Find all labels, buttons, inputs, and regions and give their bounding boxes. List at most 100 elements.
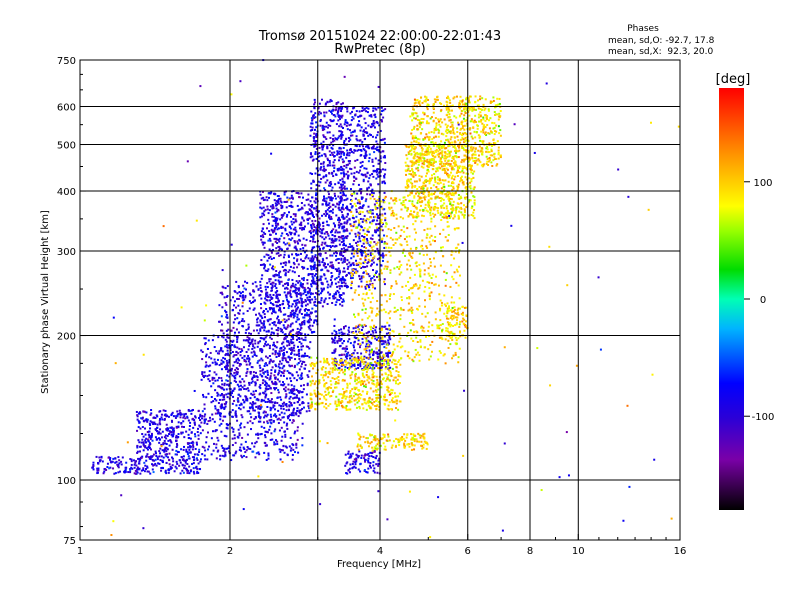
data-point bbox=[194, 415, 197, 418]
data-point bbox=[245, 328, 248, 331]
data-point bbox=[221, 446, 224, 449]
data-point bbox=[377, 490, 380, 493]
data-point bbox=[290, 342, 293, 345]
data-point bbox=[357, 454, 360, 457]
data-point bbox=[265, 394, 268, 397]
data-point bbox=[355, 259, 358, 262]
data-point bbox=[242, 346, 245, 349]
data-point bbox=[358, 139, 361, 142]
data-point bbox=[653, 458, 656, 461]
data-point bbox=[380, 205, 383, 208]
data-point bbox=[241, 290, 244, 293]
data-point bbox=[376, 229, 379, 232]
data-point bbox=[340, 365, 343, 368]
data-point bbox=[323, 197, 326, 200]
data-point bbox=[383, 191, 386, 194]
data-point bbox=[336, 298, 339, 301]
data-point bbox=[370, 379, 373, 382]
data-point bbox=[303, 314, 306, 317]
data-point bbox=[328, 202, 331, 205]
data-point bbox=[331, 275, 334, 278]
data-point bbox=[311, 324, 314, 327]
data-point bbox=[322, 140, 325, 143]
data-point bbox=[345, 405, 348, 408]
data-point bbox=[320, 373, 323, 376]
data-point bbox=[340, 134, 343, 137]
data-point bbox=[300, 327, 303, 330]
data-point bbox=[342, 298, 345, 301]
data-point bbox=[321, 229, 324, 232]
data-point bbox=[290, 390, 293, 393]
data-point bbox=[347, 469, 350, 472]
data-point bbox=[306, 213, 309, 216]
data-point bbox=[276, 401, 279, 404]
data-point bbox=[342, 255, 345, 258]
data-point bbox=[337, 108, 340, 111]
data-point bbox=[386, 352, 389, 355]
data-point bbox=[349, 453, 352, 456]
data-point bbox=[191, 440, 194, 443]
data-point bbox=[318, 110, 321, 113]
data-point bbox=[362, 235, 365, 238]
data-point bbox=[326, 359, 329, 362]
data-point bbox=[378, 383, 381, 386]
data-point bbox=[340, 363, 343, 366]
data-point bbox=[320, 269, 323, 272]
data-point bbox=[375, 171, 378, 174]
data-point bbox=[276, 341, 279, 344]
data-point bbox=[339, 197, 342, 200]
data-point bbox=[109, 457, 112, 460]
data-point bbox=[255, 452, 258, 455]
data-point bbox=[240, 320, 243, 323]
data-point bbox=[218, 352, 221, 355]
data-point bbox=[234, 368, 237, 371]
data-point bbox=[270, 380, 273, 383]
data-point bbox=[274, 428, 277, 431]
data-point bbox=[165, 450, 168, 453]
data-point bbox=[351, 463, 354, 466]
data-point bbox=[285, 286, 288, 289]
data-point bbox=[279, 218, 282, 221]
data-point bbox=[237, 285, 240, 288]
data-point bbox=[108, 467, 111, 470]
data-point bbox=[249, 402, 252, 405]
data-point bbox=[340, 103, 343, 106]
data-point bbox=[351, 245, 354, 248]
data-point bbox=[292, 392, 295, 395]
data-point bbox=[392, 379, 395, 382]
data-point bbox=[196, 459, 199, 462]
data-point bbox=[315, 380, 318, 383]
data-point bbox=[318, 173, 321, 176]
data-point bbox=[259, 420, 262, 423]
data-point bbox=[313, 274, 316, 277]
data-point bbox=[318, 152, 321, 155]
data-point bbox=[274, 285, 277, 288]
data-point bbox=[329, 261, 332, 264]
data-point bbox=[298, 368, 301, 371]
data-point bbox=[307, 273, 310, 276]
data-point bbox=[617, 168, 620, 171]
data-point bbox=[380, 113, 383, 116]
data-point bbox=[257, 405, 260, 408]
data-point bbox=[288, 331, 291, 334]
data-point bbox=[341, 276, 344, 279]
data-point bbox=[328, 150, 331, 153]
data-point bbox=[270, 401, 273, 404]
data-point bbox=[354, 388, 357, 391]
data-point bbox=[351, 371, 354, 374]
data-point bbox=[296, 407, 299, 410]
data-point bbox=[297, 333, 300, 336]
data-point bbox=[282, 284, 285, 287]
data-point bbox=[247, 389, 250, 392]
data-point bbox=[310, 225, 313, 228]
data-point bbox=[289, 413, 292, 416]
data-point bbox=[237, 331, 240, 334]
data-point bbox=[387, 339, 390, 342]
data-point bbox=[356, 352, 359, 355]
data-point bbox=[374, 287, 377, 290]
data-point bbox=[332, 363, 335, 366]
data-point bbox=[342, 217, 345, 220]
data-point bbox=[277, 422, 280, 425]
data-point bbox=[291, 284, 294, 287]
data-point bbox=[136, 451, 139, 454]
